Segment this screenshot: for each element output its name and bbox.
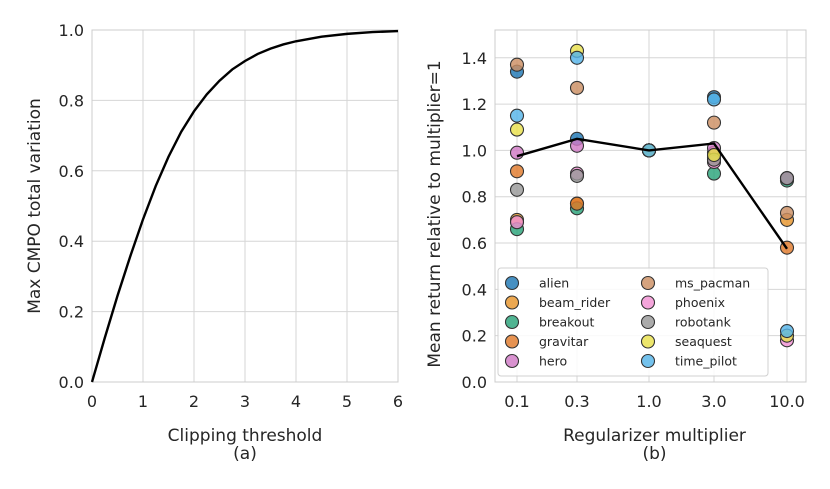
legend-label-beam_rider: beam_rider [539, 295, 611, 310]
point-seaquest-3 [706, 148, 722, 163]
panel-b-y-tick-label: 0.0 [462, 373, 487, 392]
panel-a-x-tick-label: 4 [291, 392, 301, 411]
panel-a-x-tick-label: 2 [189, 392, 199, 411]
panel-a-y-tick-label: 0.0 [59, 373, 84, 392]
point-time_pilot-3 [706, 92, 722, 107]
panel-a: 0 1 2 3 4 5 6 0.0 0.2 0.4 0.6 0.8 1.0 Clipping thre… [25, 21, 403, 464]
legend-label-time_pilot: time_pilot [675, 354, 737, 369]
panel-a-x-tick-label: 0 [87, 392, 97, 411]
legend-marker-seaquest [640, 334, 656, 349]
panel-b-y-tick-label: 0.8 [462, 188, 487, 207]
legend-marker-robotank [640, 314, 656, 330]
point-robotank-4 [779, 171, 795, 186]
panel-b-y-tick-label: 1.0 [462, 141, 487, 160]
point-phoenix-0 [509, 215, 525, 230]
panel-a-x-tick-label: 1 [138, 392, 148, 411]
legend-marker-time_pilot [640, 353, 656, 369]
panel-a-y-ticks: 0.0 0.2 0.4 0.6 0.8 1.0 [59, 21, 84, 392]
panel-b-y-tick-label: 0.4 [462, 280, 487, 299]
legend-label-seaquest: seaquest [675, 334, 732, 349]
legend-marker-phoenix [640, 295, 656, 310]
panel-b-x-tick-label: 0.3 [564, 392, 589, 411]
panel-b-x-tick-label: 3.0 [701, 392, 726, 411]
legend-label-robotank: robotank [675, 315, 732, 330]
legend-marker-ms_pacman [640, 275, 656, 291]
panel-a-y-tick-label: 0.2 [59, 303, 84, 322]
legend-marker-beam_rider [504, 295, 520, 310]
point-ms_pacman-4 [779, 205, 795, 220]
panel-b-mean-line [516, 137, 788, 250]
panel-a-x-tick-label: 6 [393, 392, 403, 411]
point-gravitar-0 [509, 164, 525, 179]
panel-a-caption: (a) [233, 444, 257, 464]
panel-a-y-tick-label: 0.6 [59, 162, 84, 181]
panel-a-grid [91, 29, 399, 383]
panel-b-x-tick-label: 10.0 [769, 392, 805, 411]
point-seaquest-0 [509, 122, 525, 137]
panel-a-y-tick-label: 1.0 [59, 21, 84, 40]
legend-label-alien: alien [539, 276, 569, 291]
point-ms_pacman-0 [509, 57, 525, 72]
panel-a-x-tick-label: 3 [240, 392, 250, 411]
point-time_pilot-1 [569, 50, 585, 65]
panel-b-caption: (b) [642, 444, 666, 464]
panel-b-frame [494, 29, 807, 383]
panel-b-x-axis-label: Regularizer multiplier [563, 426, 746, 446]
point-robotank-1 [569, 168, 585, 183]
panel-a-x-axis-label: Clipping threshold [168, 426, 323, 446]
panel-b-x-ticks: 0.1 0.3 1.0 3.0 10.0 [504, 392, 805, 411]
panel-a-x-ticks: 0 1 2 3 4 5 6 [87, 392, 403, 411]
panel-b-y-ticks: 0.0 0.2 0.4 0.6 0.8 1.0 1.2 1.4 [462, 49, 487, 392]
panel-a-frame [91, 29, 399, 383]
legend-box [497, 267, 769, 377]
panel-b: 0.1 0.3 1.0 3.0 10.0 0.0 0.2 0.4 0.6 0.8 1.0 1.2 1.… [425, 29, 807, 464]
point-ms_pacman-1 [569, 80, 585, 95]
legend-label-hero: hero [539, 354, 567, 369]
panel-b-y-axis-label: Mean return relative to multiplier=1 [425, 60, 445, 367]
panel-a-y-tick-label: 0.4 [59, 232, 84, 251]
panel-b-y-tick-label: 1.4 [462, 49, 487, 68]
legend-marker-breakout [504, 314, 520, 330]
panel-b-x-tick-label: 1.0 [636, 392, 661, 411]
point-ms_pacman-3 [706, 115, 722, 130]
legend-label-breakout: breakout [539, 315, 595, 330]
panel-b-x-tick-label: 0.1 [504, 392, 529, 411]
panel-b-y-tick-label: 0.2 [462, 327, 487, 346]
panel-a-x-tick-label: 5 [342, 392, 352, 411]
panel-a-y-axis-label: Max CMPO total variation [25, 98, 45, 314]
point-hero-0 [509, 145, 525, 160]
point-time_pilot-4 [779, 324, 795, 339]
panel-a-curve [90, 29, 399, 383]
panel-b-y-tick-label: 0.6 [462, 234, 487, 253]
legend-label-ms_pacman: ms_pacman [675, 276, 750, 291]
legend-label-gravitar: gravitar [539, 334, 589, 349]
point-gravitar-1 [569, 196, 585, 211]
panel-a-y-tick-label: 0.8 [59, 91, 84, 110]
legend-marker-gravitar [504, 334, 520, 349]
legend-label-phoenix: phoenix [675, 295, 725, 310]
legend-marker-hero [504, 353, 520, 369]
point-robotank-0 [509, 182, 525, 197]
point-time_pilot-0 [509, 108, 525, 123]
panel-b-legend: alien beam_rider breakout gravitar hero ms_pa… [497, 267, 769, 377]
panel-b-y-tick-label: 1.2 [462, 95, 487, 114]
legend-marker-alien [504, 275, 520, 291]
